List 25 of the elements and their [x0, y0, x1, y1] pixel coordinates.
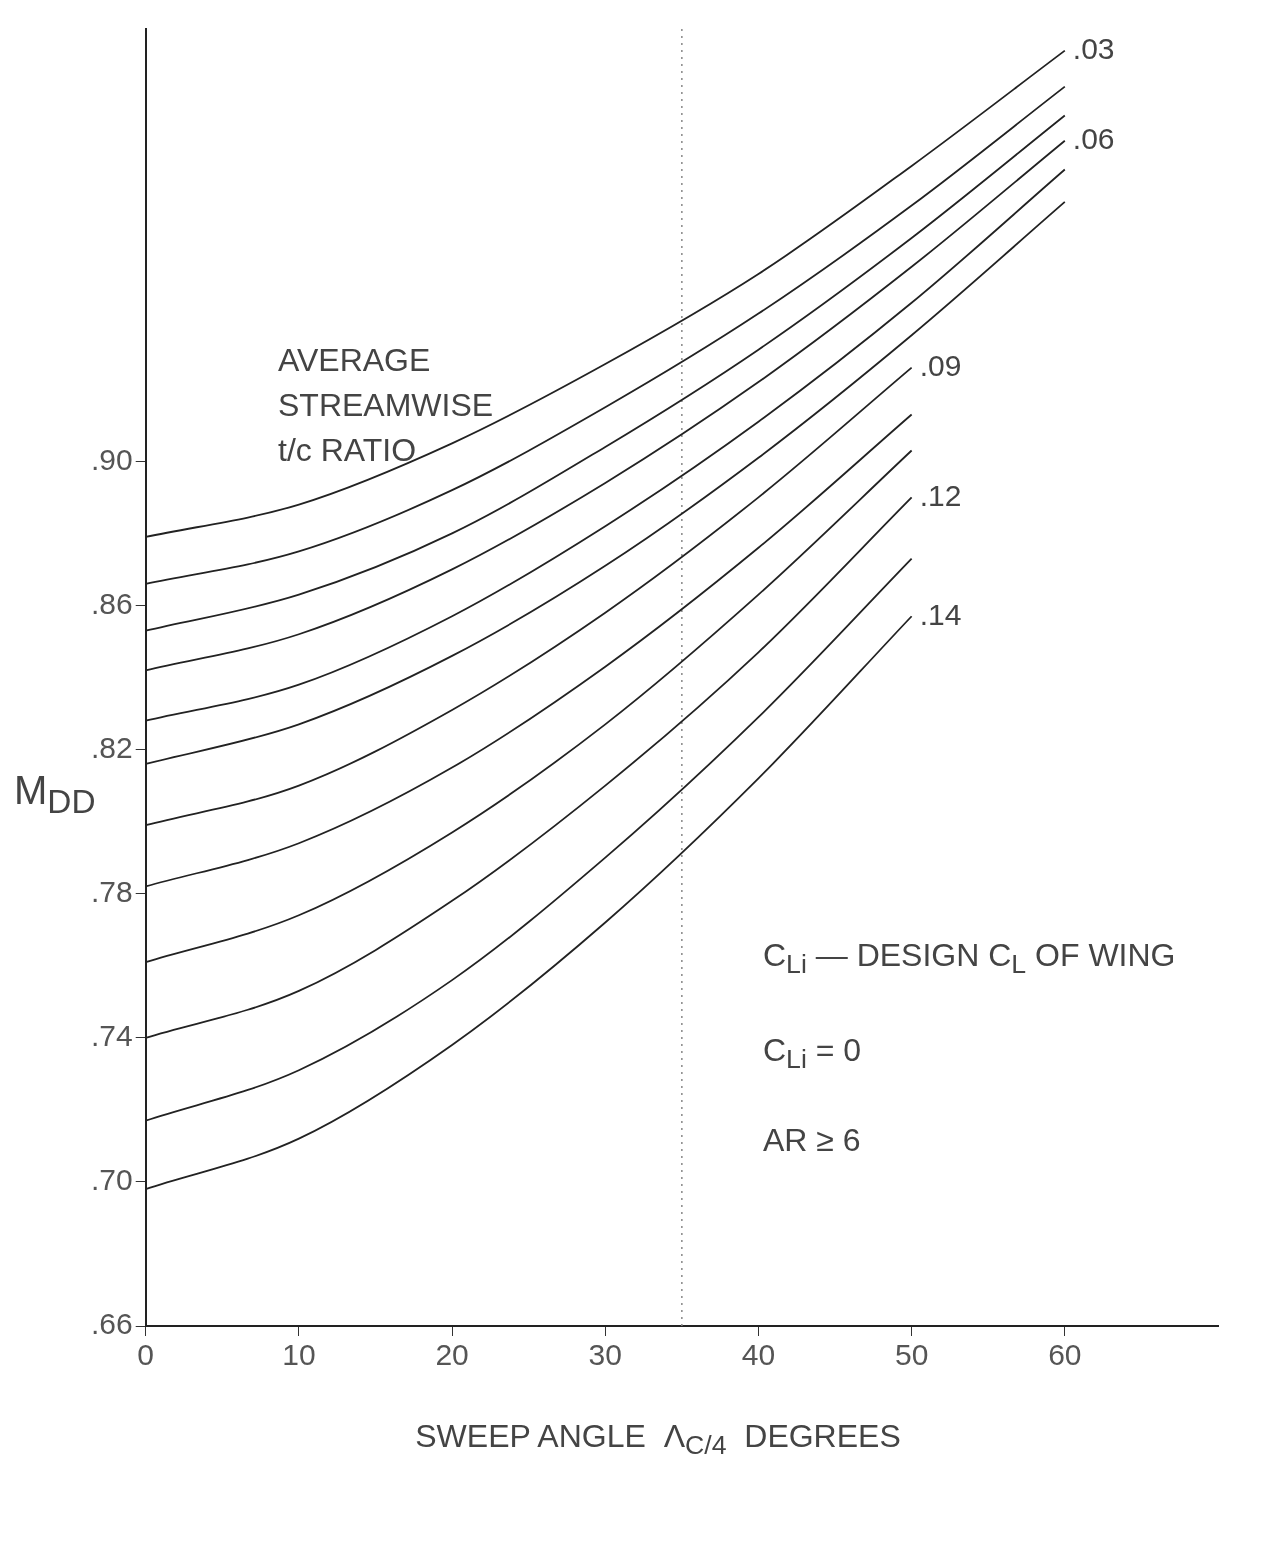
y-tick-label: .90	[90, 442, 133, 476]
annotation: C$_{Li}$ — DESIGN C$_{L}$ OF WING	[763, 936, 1177, 982]
series-label: .03	[1072, 31, 1115, 65]
x-tick-label: 30	[588, 1338, 622, 1372]
x-tick-label: 20	[435, 1338, 469, 1372]
x-tick-label: 0	[137, 1338, 155, 1372]
series-label: .12	[919, 478, 962, 512]
x-tick-label: 50	[894, 1338, 929, 1372]
y-tick-label: .66	[90, 1307, 133, 1341]
x-tick-label: 10	[282, 1338, 316, 1372]
y-axis-title: M$_{DD}$	[14, 768, 96, 821]
y-tick-label: .70	[90, 1163, 133, 1197]
y-tick-label: .82	[90, 730, 133, 764]
y-tick-label: .86	[90, 586, 133, 620]
annotation: AVERAGE STREAMWISE t/c RATIO	[278, 341, 495, 470]
x-axis-title: SWEEP ANGLE Λ$_{C/4}$ DEGREES	[414, 1418, 902, 1462]
y-tick-label: .78	[90, 874, 133, 908]
y-tick-label: .74	[90, 1019, 133, 1053]
x-tick-label: 40	[741, 1338, 776, 1372]
series-label: .09	[919, 348, 962, 382]
annotation: AR ≥ 6	[763, 1121, 862, 1160]
series-label: .14	[919, 597, 962, 631]
annotation: C$_{Li}$ = 0	[763, 1031, 863, 1077]
x-tick-label: 60	[1048, 1338, 1082, 1372]
series-label: .06	[1072, 121, 1115, 155]
